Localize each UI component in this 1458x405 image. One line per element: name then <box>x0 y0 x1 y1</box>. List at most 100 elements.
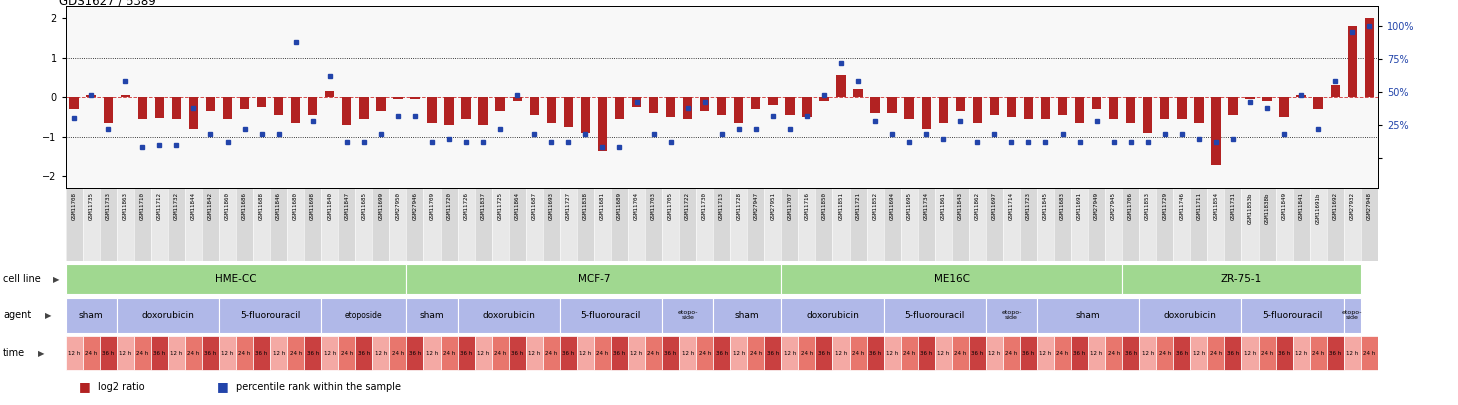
Bar <box>219 298 321 333</box>
Bar <box>1207 337 1225 370</box>
Text: 36 h: 36 h <box>153 351 165 356</box>
Bar <box>819 97 828 101</box>
Text: ZR-75-1: ZR-75-1 <box>1220 274 1263 284</box>
Bar <box>356 337 372 370</box>
Bar <box>389 189 407 261</box>
Bar <box>427 97 437 123</box>
Bar <box>1161 97 1169 119</box>
Bar <box>219 337 236 370</box>
Text: 5-fluorouracil: 5-fluorouracil <box>241 311 300 320</box>
Bar <box>155 97 163 118</box>
Bar <box>542 189 560 261</box>
Bar <box>168 189 185 261</box>
Bar <box>968 189 986 261</box>
Text: 12 h: 12 h <box>886 351 898 356</box>
Bar <box>99 189 117 261</box>
Bar <box>1041 97 1050 119</box>
Text: 24 h: 24 h <box>1108 351 1120 356</box>
Bar <box>257 97 267 107</box>
Text: 12 h: 12 h <box>375 351 386 356</box>
Bar <box>308 97 318 115</box>
Bar <box>1174 337 1190 370</box>
Bar <box>1309 189 1327 261</box>
Bar <box>172 97 181 119</box>
Text: 24 h: 24 h <box>903 351 916 356</box>
Bar <box>1365 18 1373 97</box>
Text: GSM11704: GSM11704 <box>634 192 639 220</box>
Text: GSM11849: GSM11849 <box>1282 192 1286 220</box>
Text: GSM11720: GSM11720 <box>446 192 452 220</box>
Bar <box>748 337 764 370</box>
Text: GSM27950: GSM27950 <box>395 192 401 220</box>
Bar <box>1024 97 1034 119</box>
Text: GSM27948: GSM27948 <box>1366 192 1372 220</box>
Bar <box>117 189 134 261</box>
Bar <box>491 337 509 370</box>
Bar <box>884 298 986 333</box>
Bar <box>764 337 781 370</box>
Bar <box>611 337 628 370</box>
Bar <box>850 337 866 370</box>
Bar <box>338 337 356 370</box>
Bar <box>968 337 986 370</box>
Text: GSM11695: GSM11695 <box>907 192 911 220</box>
Bar <box>1241 298 1344 333</box>
Bar <box>134 337 150 370</box>
Bar <box>496 97 504 111</box>
Bar <box>972 97 983 123</box>
Text: 36 h: 36 h <box>869 351 881 356</box>
Text: GSM27947: GSM27947 <box>754 192 758 220</box>
Bar <box>751 97 761 109</box>
Text: GSM11728: GSM11728 <box>736 192 741 220</box>
Bar <box>321 298 407 333</box>
Bar <box>475 189 491 261</box>
Text: 36 h: 36 h <box>563 351 574 356</box>
Text: ▶: ▶ <box>45 311 51 320</box>
Bar <box>203 189 219 261</box>
Text: GSM11854: GSM11854 <box>1213 192 1219 220</box>
Text: GSM11864: GSM11864 <box>515 192 519 220</box>
Bar <box>802 97 812 117</box>
Bar <box>577 337 593 370</box>
Bar <box>407 189 423 261</box>
Bar <box>440 189 458 261</box>
Text: cell line: cell line <box>3 274 41 284</box>
Text: GSM11708: GSM11708 <box>71 192 77 220</box>
Bar <box>866 189 884 261</box>
Bar <box>137 97 147 119</box>
Text: GSM11735: GSM11735 <box>89 192 93 220</box>
Bar <box>815 189 833 261</box>
Text: GSM11845: GSM11845 <box>1042 192 1048 220</box>
Text: percentile rank within the sample: percentile rank within the sample <box>236 382 401 392</box>
Bar <box>593 337 611 370</box>
Text: GSM11711: GSM11711 <box>1197 192 1201 220</box>
Text: GSM11716: GSM11716 <box>805 192 809 220</box>
Text: 36 h: 36 h <box>408 351 421 356</box>
Bar <box>219 189 236 261</box>
Text: 24 h: 24 h <box>290 351 302 356</box>
Bar <box>1139 337 1156 370</box>
Text: GSM11731: GSM11731 <box>1231 192 1235 220</box>
Bar <box>833 189 850 261</box>
Text: GSM11851: GSM11851 <box>838 192 844 220</box>
Text: GSM27946: GSM27946 <box>413 192 417 220</box>
Text: 12 h: 12 h <box>1295 351 1308 356</box>
Text: GSM11712: GSM11712 <box>157 192 162 220</box>
Text: GSM11729: GSM11729 <box>1162 192 1168 220</box>
Text: GSM11703: GSM11703 <box>652 192 656 220</box>
Bar <box>1177 97 1187 119</box>
Text: GSM11699: GSM11699 <box>379 192 383 220</box>
Bar <box>679 337 695 370</box>
Bar <box>649 97 658 113</box>
Text: 12 h: 12 h <box>732 351 745 356</box>
Text: 12 h: 12 h <box>171 351 182 356</box>
Text: 24 h: 24 h <box>494 351 506 356</box>
Text: 36 h: 36 h <box>357 351 370 356</box>
Text: 36 h: 36 h <box>614 351 625 356</box>
Bar <box>70 97 79 109</box>
Bar <box>513 97 522 101</box>
Bar <box>1006 97 1016 117</box>
Text: GSM11691b: GSM11691b <box>1315 192 1321 224</box>
Bar <box>935 337 952 370</box>
Bar <box>1344 298 1360 333</box>
